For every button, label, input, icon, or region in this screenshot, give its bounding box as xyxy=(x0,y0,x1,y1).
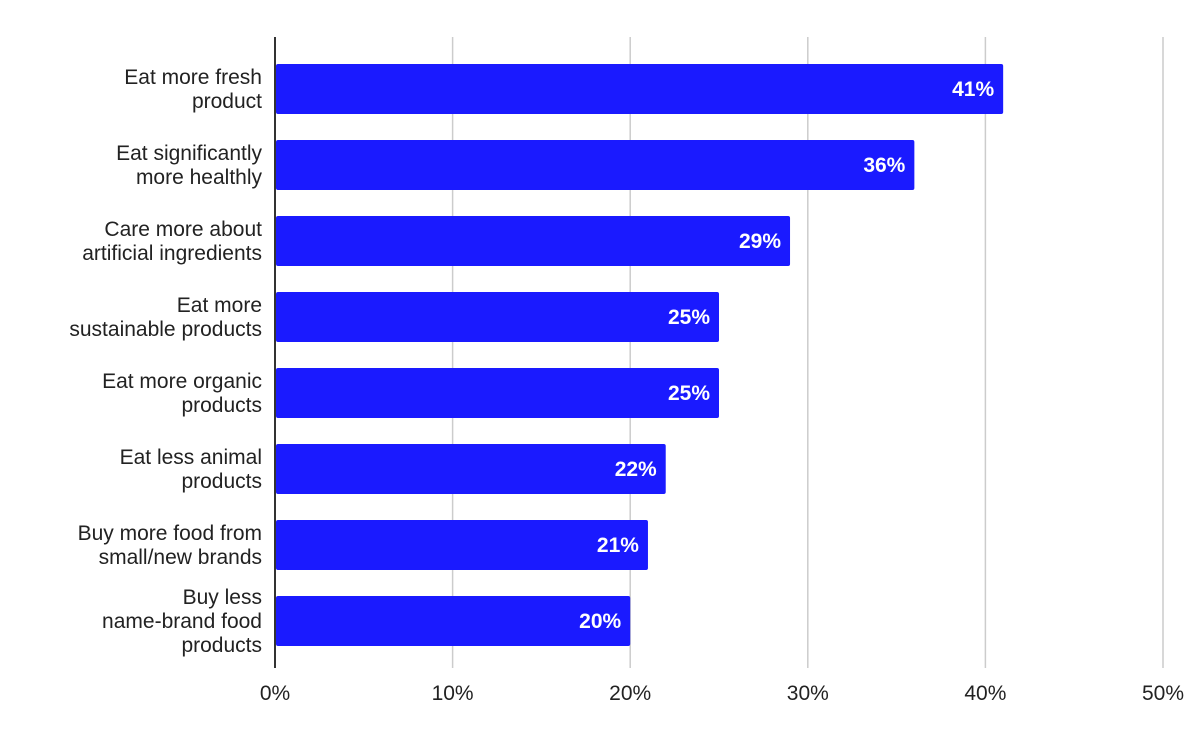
category-label: Eat more organic products xyxy=(102,370,262,417)
bar xyxy=(276,368,719,418)
category-label-line: product xyxy=(192,90,262,113)
data-label: 25% xyxy=(668,306,710,329)
category-label-line: name-brand food xyxy=(102,610,262,633)
grid-lines xyxy=(451,37,1164,668)
x-tick-label: 0% xyxy=(260,682,290,705)
category-label-line: Eat less animal xyxy=(120,446,262,469)
data-label: 22% xyxy=(615,458,657,481)
data-label: 36% xyxy=(863,154,905,177)
x-tick-label: 40% xyxy=(964,682,1006,705)
data-label: 20% xyxy=(579,610,621,633)
bar xyxy=(276,64,1004,114)
data-labels: 41% 36% 29% 25% 25% 22% 21% 20% xyxy=(579,78,994,633)
category-label-line: Buy more food from xyxy=(78,522,262,545)
category-label-line: small/new brands xyxy=(99,546,262,569)
category-label-line: Buy less xyxy=(183,586,262,609)
category-label: Eat more sustainable products xyxy=(69,294,262,341)
x-tick-label: 20% xyxy=(609,682,651,705)
category-label-line: Eat more xyxy=(177,294,262,317)
category-label: Care more about artificial ingredients xyxy=(82,218,262,265)
category-label: Eat significantly more healthly xyxy=(116,142,262,189)
category-label-line: Eat more organic xyxy=(102,370,262,393)
category-label-line: Eat more fresh xyxy=(124,66,262,89)
data-label: 41% xyxy=(952,78,994,101)
category-label-line: Care more about xyxy=(104,218,262,241)
bar xyxy=(276,596,631,646)
category-label-line: Eat significantly xyxy=(116,142,262,165)
bar xyxy=(276,140,915,190)
category-label-line: artificial ingredients xyxy=(82,242,262,265)
data-label: 21% xyxy=(597,534,639,557)
category-label: Buy less name-brand food products xyxy=(102,586,262,657)
category-label: Buy more food from small/new brands xyxy=(78,522,262,569)
bar xyxy=(276,520,648,570)
category-label-line: products xyxy=(181,634,262,657)
bar xyxy=(276,216,791,266)
data-label: 29% xyxy=(739,230,781,253)
bars xyxy=(276,64,1004,646)
category-label-line: products xyxy=(181,394,262,417)
x-tick-label: 50% xyxy=(1142,682,1184,705)
bar xyxy=(276,292,719,342)
x-tick-label: 30% xyxy=(787,682,829,705)
data-label: 25% xyxy=(668,382,710,405)
category-label-line: sustainable products xyxy=(69,318,262,341)
category-label: Eat less animal products xyxy=(120,446,262,493)
category-label: Eat more fresh product xyxy=(124,66,262,113)
x-tick-label: 10% xyxy=(432,682,474,705)
category-label-line: products xyxy=(181,470,262,493)
x-tick-labels: 0% 10% 20% 30% 40% 50% xyxy=(260,682,1184,705)
category-labels: Eat more fresh product Eat significantly mo… xyxy=(69,66,262,657)
category-label-line: more healthly xyxy=(136,166,263,189)
bar xyxy=(276,444,666,494)
